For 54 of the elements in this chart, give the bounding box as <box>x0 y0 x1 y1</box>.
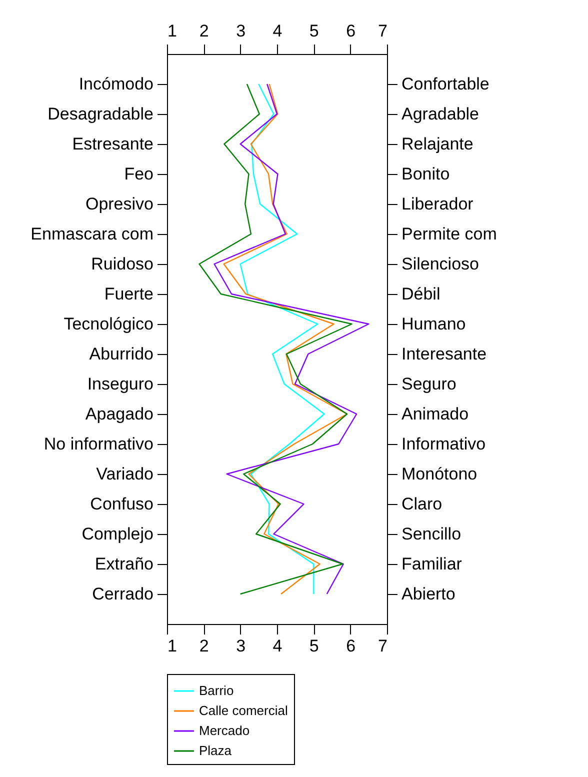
x2-tick-label: 4 <box>272 22 282 40</box>
y-tick-label: No informativo <box>44 434 154 454</box>
y2-tick-label: Relajante <box>402 134 474 154</box>
y-tick-label: Fuerte <box>104 284 154 304</box>
x-tick-label: 1 <box>168 636 177 656</box>
x-tick-label: 2 <box>199 636 209 656</box>
y-tick-label: Ruidoso <box>91 254 154 274</box>
y2-tick-label: Débil <box>402 284 440 304</box>
y-tick-label: Feo <box>124 164 154 184</box>
x2-tick-label: 5 <box>309 22 319 40</box>
x-tick-label: 6 <box>346 636 356 656</box>
y2-tick-label: Animado <box>402 404 469 424</box>
y2-tick-label: Confortable <box>402 74 490 94</box>
y-tick-label: Extraño <box>94 554 154 574</box>
x2-tick-label: 1 <box>168 22 177 40</box>
y2-tick-label: Bonito <box>402 164 450 184</box>
y2-tick-label: Abierto <box>402 584 456 604</box>
y-tick-label: Apagado <box>85 404 154 424</box>
y2-tick-label: Permite com <box>402 224 497 244</box>
x-tick-label: 5 <box>309 636 319 656</box>
y2-tick-label: Claro <box>402 494 442 514</box>
y2-tick-label: Monótono <box>402 464 478 484</box>
y-tick-label: Variado <box>96 464 154 484</box>
y2-tick-label: Humano <box>402 314 466 334</box>
y-tick-label: Desagradable <box>48 104 154 124</box>
y-tick-label: Inseguro <box>87 374 154 394</box>
x-tick-label: 7 <box>378 636 388 656</box>
y-tick-label: Complejo <box>82 524 154 544</box>
legend-label: Plaza <box>199 743 232 758</box>
y-tick-label: Aburrido <box>89 344 154 364</box>
y2-tick-label: Informativo <box>402 434 486 454</box>
y2-tick-label: Interesante <box>402 344 487 364</box>
x2-tick-label: 3 <box>236 22 246 40</box>
x-tick-label: 4 <box>272 636 282 656</box>
y2-tick-label: Liberador <box>402 194 474 214</box>
y-tick-label: Enmascara com <box>30 224 154 244</box>
y2-tick-label: Familiar <box>402 554 462 574</box>
x-tick-label: 3 <box>236 636 246 656</box>
y2-tick-label: Agradable <box>402 104 480 124</box>
y2-tick-label: Silencioso <box>402 254 479 274</box>
legend-label: Calle comercial <box>199 703 288 718</box>
y-tick-label: Incómodo <box>78 74 154 94</box>
y2-tick-label: Sencillo <box>402 524 462 544</box>
legend-label: Barrio <box>199 683 234 698</box>
y-tick-label: Opresivo <box>85 194 154 214</box>
x2-tick-label: 6 <box>346 22 356 40</box>
y-tick-label: Estresante <box>72 134 154 154</box>
y-tick-label: Confuso <box>90 494 154 514</box>
x2-tick-label: 7 <box>378 22 388 40</box>
y-tick-label: Tecnológico <box>64 314 154 334</box>
legend-label: Mercado <box>199 723 250 738</box>
y-tick-label: Cerrado <box>92 584 154 604</box>
x2-tick-label: 2 <box>199 22 209 40</box>
y2-tick-label: Seguro <box>402 374 456 394</box>
